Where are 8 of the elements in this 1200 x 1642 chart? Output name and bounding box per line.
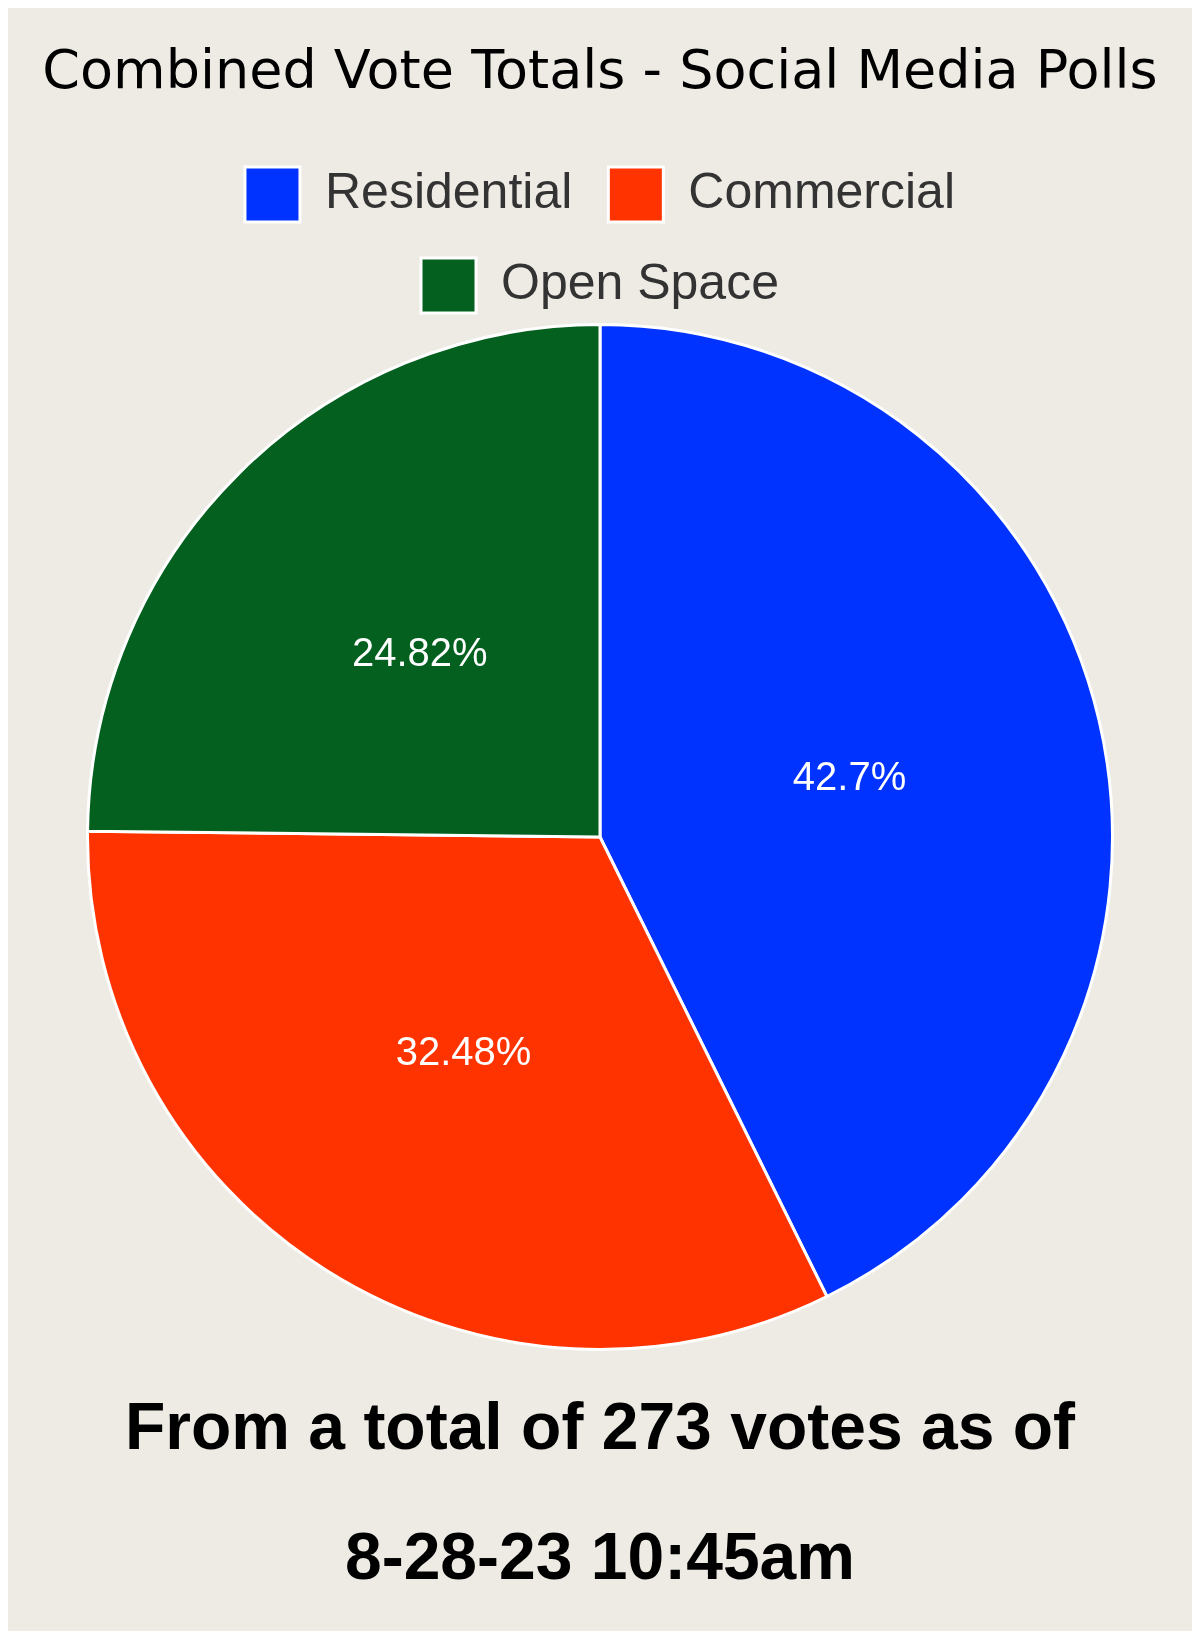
- data-label: 24.82%: [352, 629, 488, 674]
- chart-title: Combined Vote Totals - Social Media Polls: [41, 37, 1159, 103]
- legend-label: Residential: [324, 163, 573, 220]
- data-label: 42.7%: [792, 753, 907, 798]
- text: From a total of 273 votes as of 8-28-23 10:45am: [124, 1389, 1075, 1593]
- data-label: 32.48%: [395, 1028, 532, 1073]
- legend-label: Open Space: [501, 254, 779, 311]
- legend-label: Commercial: [688, 163, 956, 220]
